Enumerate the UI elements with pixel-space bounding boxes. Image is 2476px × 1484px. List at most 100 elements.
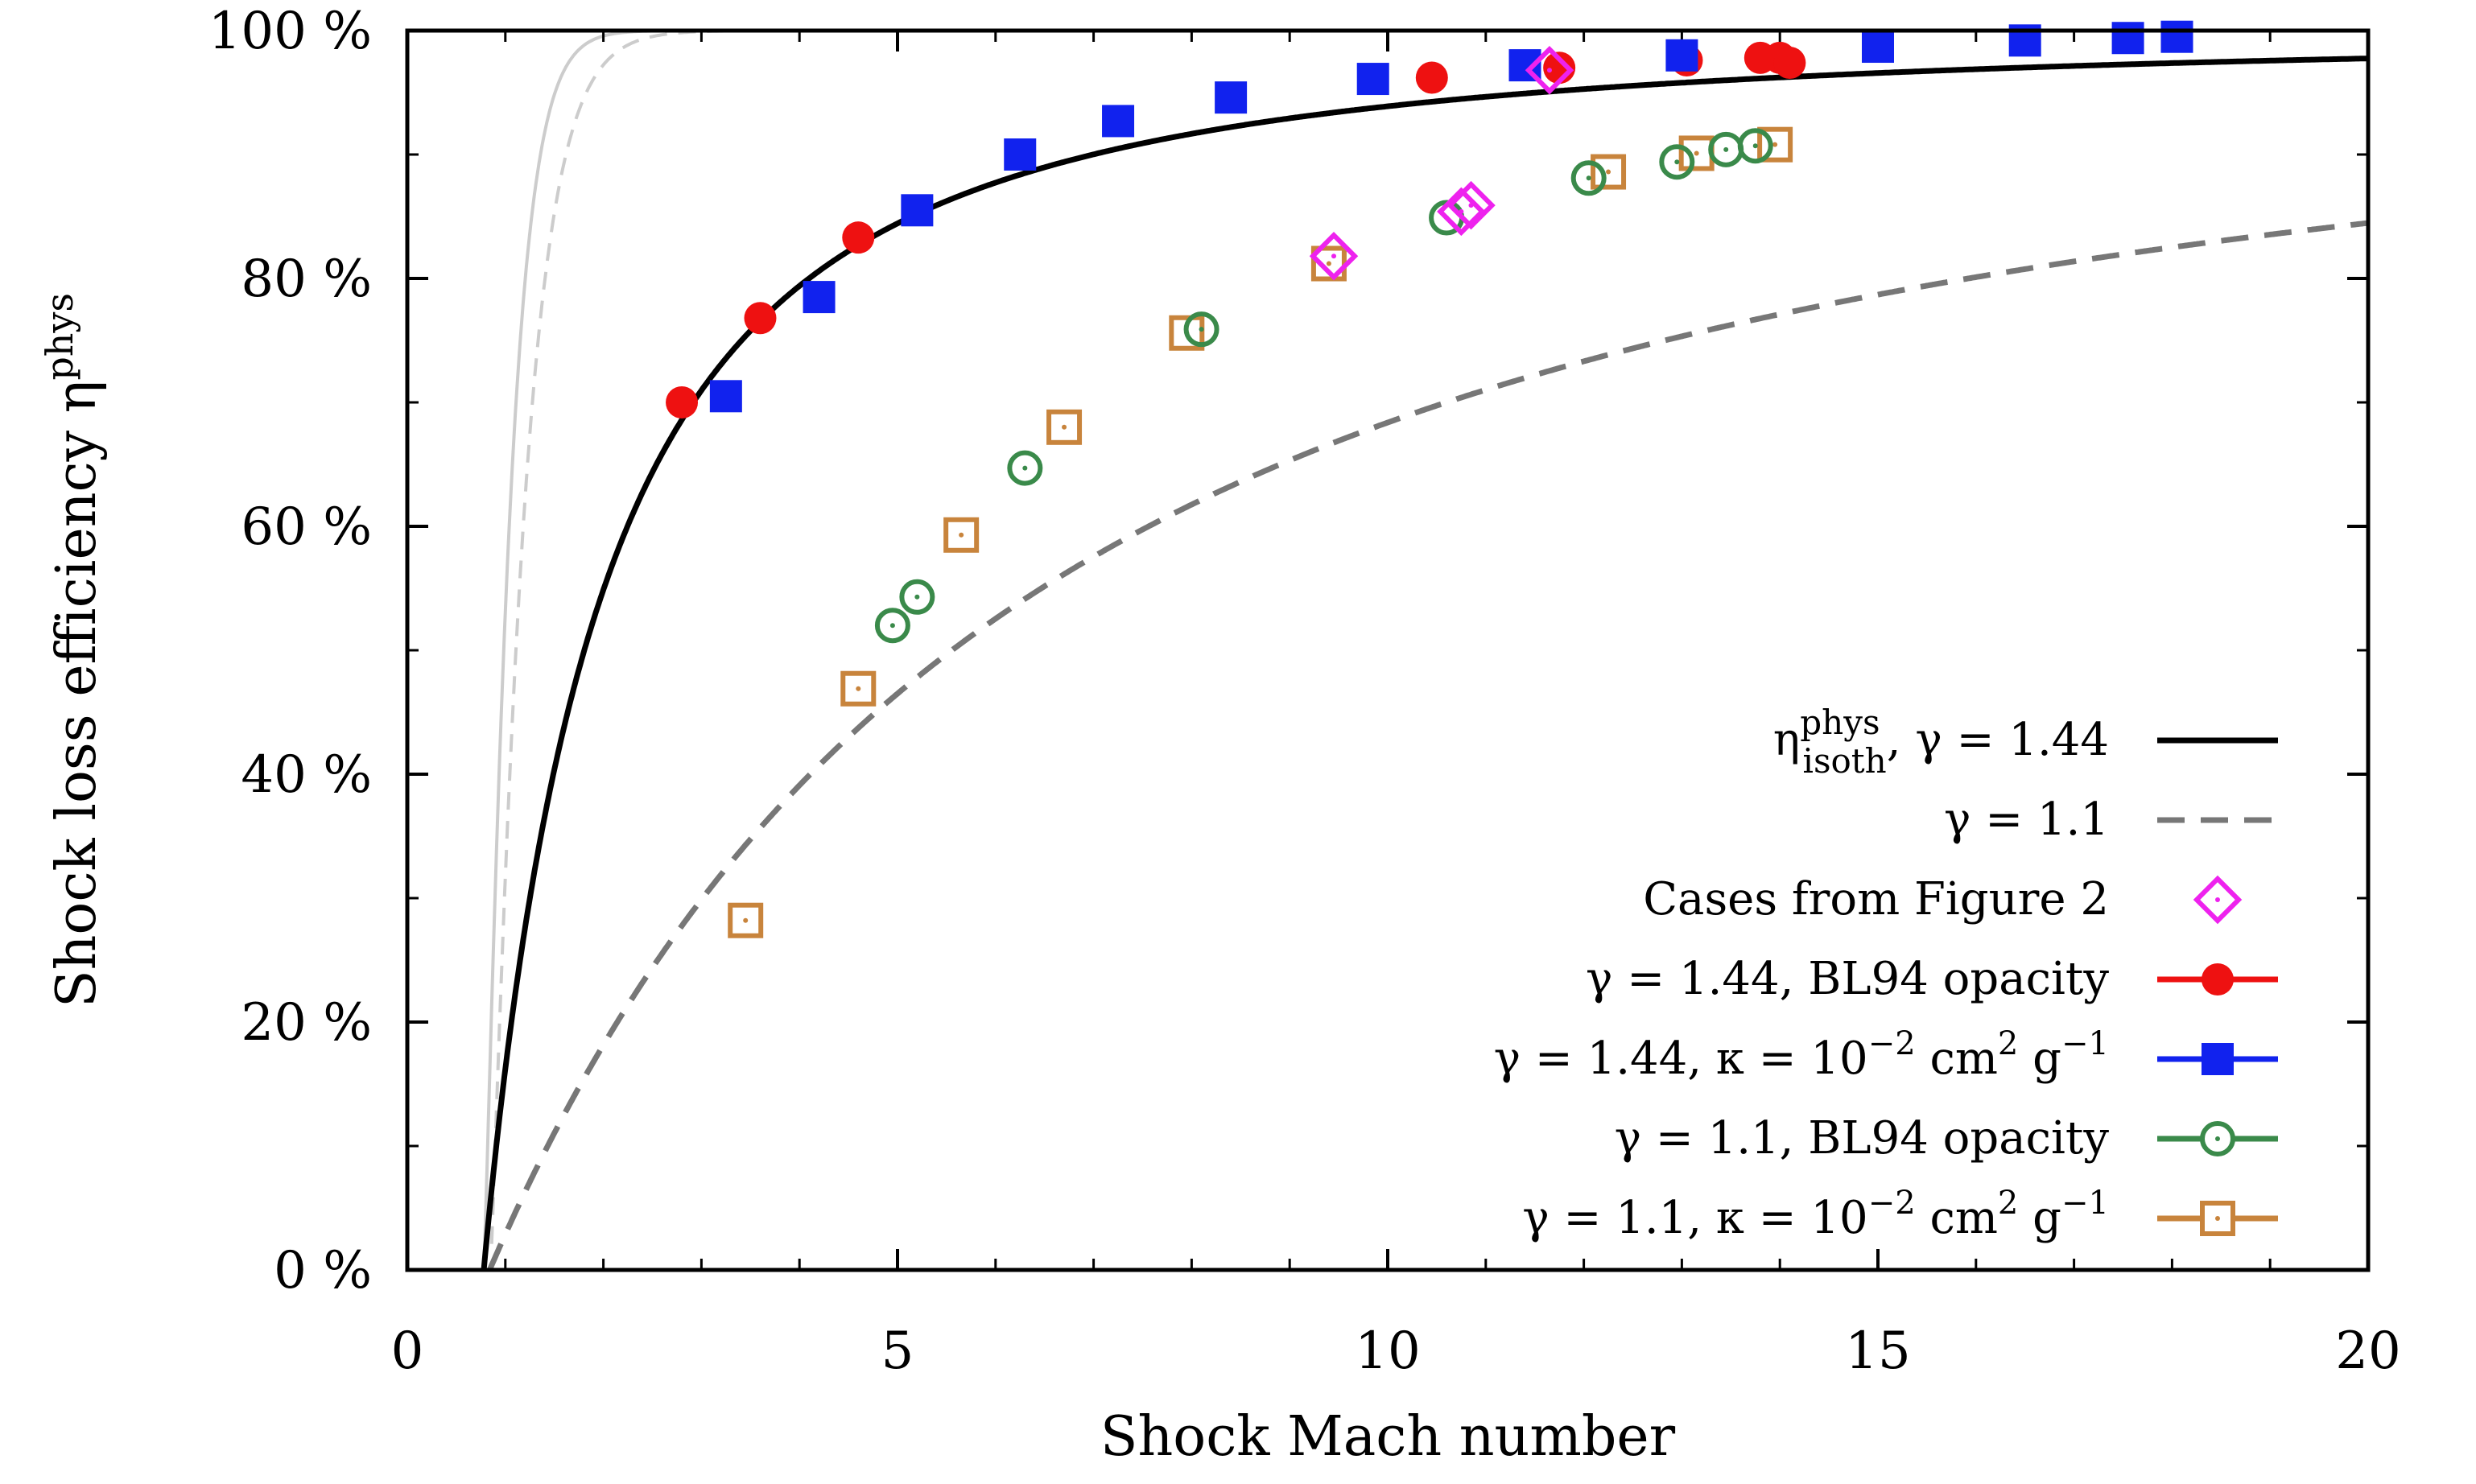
legend-label-part: isoth bbox=[1803, 741, 1887, 781]
y-tick-label: 40 % bbox=[241, 745, 372, 805]
legend-label-part: Cases from Figure 2 bbox=[1643, 873, 2109, 925]
data-point-open-square bbox=[840, 670, 877, 707]
data-point-open-circle bbox=[1570, 160, 1607, 196]
legend-label: γ = 1.1, κ = 10−2 cm2 g−1 bbox=[1522, 1185, 2109, 1244]
legend: ηphys isoth, γ = 1.44 γ = 1.1 Cases from Fi… bbox=[1494, 703, 2278, 1244]
data-point-filled-square bbox=[1215, 81, 1248, 114]
data-point-open-diamond-dot bbox=[1468, 203, 1474, 208]
data-point-open-square-dot bbox=[959, 532, 964, 538]
data-point-filled-square bbox=[1862, 31, 1894, 64]
data-point-open-square-dot bbox=[743, 917, 749, 923]
data-point-open-square-dot bbox=[1326, 261, 1331, 266]
legend-key-marker bbox=[2202, 963, 2234, 996]
data-point-filled-circle bbox=[666, 386, 699, 418]
legend-label-part: γ = 1.44, BL94 opacity bbox=[1586, 953, 2109, 1005]
data-point-filled-square bbox=[2111, 22, 2144, 55]
x-tick-label: 20 bbox=[2335, 1321, 2400, 1381]
y-tick-label: 0 % bbox=[274, 1241, 372, 1301]
data-point-filled-circle bbox=[1773, 47, 1806, 80]
legend-label: γ = 1.44, κ = 10−2 cm2 g−1 bbox=[1494, 1025, 2109, 1085]
data-point-open-circle-dot bbox=[1586, 175, 1591, 181]
data-point-open-circle-dot bbox=[889, 623, 895, 629]
y-axis-title: Shock loss efficiency ηphys bbox=[38, 293, 109, 1008]
legend-label-part: 2 bbox=[1998, 1185, 2018, 1222]
data-point-open-circle-dot bbox=[1199, 327, 1204, 332]
data-point-filled-square bbox=[2160, 20, 2193, 53]
data-point-filled-square bbox=[1665, 39, 1698, 72]
data-point-filled-square bbox=[1102, 105, 1135, 138]
data-point-open-circle-dot bbox=[1723, 146, 1729, 152]
legend-label-part: γ = 1.1, κ = 10 bbox=[1522, 1192, 1867, 1244]
data-point-open-diamond bbox=[1446, 180, 1496, 230]
data-point-open-square bbox=[1591, 154, 1627, 190]
x-axis-title: Shock Mach number bbox=[1100, 1405, 1676, 1469]
data-point-open-diamond-dot bbox=[1546, 68, 1552, 73]
x-tick-label: 5 bbox=[881, 1321, 914, 1381]
data-point-open-diamond-dot bbox=[1331, 254, 1337, 259]
data-point-open-circle bbox=[1007, 450, 1043, 486]
legend-label: γ = 1.1 bbox=[1944, 794, 2109, 846]
data-point-open-diamond bbox=[1525, 46, 1574, 95]
data-point-filled-square bbox=[803, 281, 836, 314]
data-point-filled-square bbox=[709, 380, 742, 413]
legend-label-part: g bbox=[2018, 1033, 2061, 1085]
legend-label-part: γ = 1.44, κ = 10 bbox=[1494, 1033, 1868, 1085]
data-point-open-square bbox=[1169, 315, 1205, 351]
data-point-open-circle bbox=[1183, 311, 1219, 348]
data-point-open-square bbox=[1046, 409, 1083, 445]
legend-label-part: cm bbox=[1916, 1033, 1998, 1085]
data-point-open-square-dot bbox=[1606, 169, 1611, 175]
data-point-open-square-dot bbox=[1772, 142, 1778, 147]
legend-key-marker bbox=[2202, 1043, 2234, 1075]
legend-key-marker bbox=[2200, 1121, 2235, 1156]
data-point-filled-square bbox=[1356, 63, 1389, 96]
data-point-open-circle bbox=[899, 579, 935, 615]
data-point-open-circle bbox=[874, 608, 910, 644]
data-point-open-square-dot bbox=[1062, 424, 1067, 430]
legend-label-part: −2 bbox=[1868, 1185, 1916, 1222]
legend-key-marker-dot bbox=[2215, 1216, 2220, 1221]
legend-label-part: g bbox=[2018, 1192, 2061, 1244]
legend-key-marker bbox=[2200, 1201, 2235, 1236]
data-point-open-square bbox=[728, 902, 764, 938]
data-point-open-square-dot bbox=[1694, 150, 1699, 156]
legend-label-part: −1 bbox=[2061, 1185, 2109, 1222]
data-point-filled-circle bbox=[744, 302, 777, 335]
y-tick-label: 20 % bbox=[241, 993, 372, 1053]
x-tick-label: 0 bbox=[391, 1321, 424, 1381]
legend-label-part: −1 bbox=[2061, 1025, 2109, 1062]
legend-label-part: −2 bbox=[1868, 1025, 1916, 1062]
labels-layer: 0 5 10 15 20 0 % 20 % 40 % 60 % 80 % 100 % bbox=[208, 2, 2401, 1381]
legend-label: Cases from Figure 2 bbox=[1643, 873, 2109, 925]
legend-key-marker bbox=[2193, 875, 2243, 925]
legend-label-part: phys bbox=[1800, 703, 1880, 742]
legend-label-part: 2 bbox=[1998, 1025, 2018, 1062]
data-point-open-circle bbox=[1737, 128, 1773, 164]
legend-label-part: cm bbox=[1916, 1192, 1998, 1244]
legend-label-part: η bbox=[1773, 714, 1801, 766]
data-point-filled-square bbox=[1004, 138, 1037, 171]
y-tick-label: 60 % bbox=[241, 497, 372, 557]
legend-label-part: γ = 1.1 bbox=[1944, 794, 2109, 846]
legend-key-marker-dot bbox=[2215, 897, 2220, 902]
data-point-open-circle bbox=[1659, 144, 1695, 180]
curve-gamma-1.1 bbox=[487, 220, 2369, 1271]
curve-gamma-1.44 bbox=[481, 56, 2369, 1270]
data-point-filled-circle bbox=[842, 221, 875, 254]
data-point-open-diamond bbox=[1309, 232, 1359, 281]
data-point-filled-circle bbox=[1415, 61, 1448, 94]
data-point-open-square-dot bbox=[856, 686, 861, 691]
points-layer bbox=[666, 20, 2193, 938]
data-point-open-diamond bbox=[1437, 187, 1486, 237]
legend-label-part: γ = 1.1, BL94 opacity bbox=[1615, 1112, 2110, 1165]
data-point-open-square bbox=[943, 517, 980, 553]
legend-key-marker-dot bbox=[2215, 1136, 2220, 1141]
legend-label: γ = 1.44, BL94 opacity bbox=[1586, 953, 2109, 1005]
plot-frame bbox=[405, 28, 2371, 1272]
data-point-open-circle-dot bbox=[1674, 159, 1680, 165]
legend-label: ηphys isoth, γ = 1.44 bbox=[1773, 703, 2109, 781]
data-point-open-circle-dot bbox=[1752, 143, 1758, 149]
x-tick-label: 15 bbox=[1845, 1321, 1910, 1381]
